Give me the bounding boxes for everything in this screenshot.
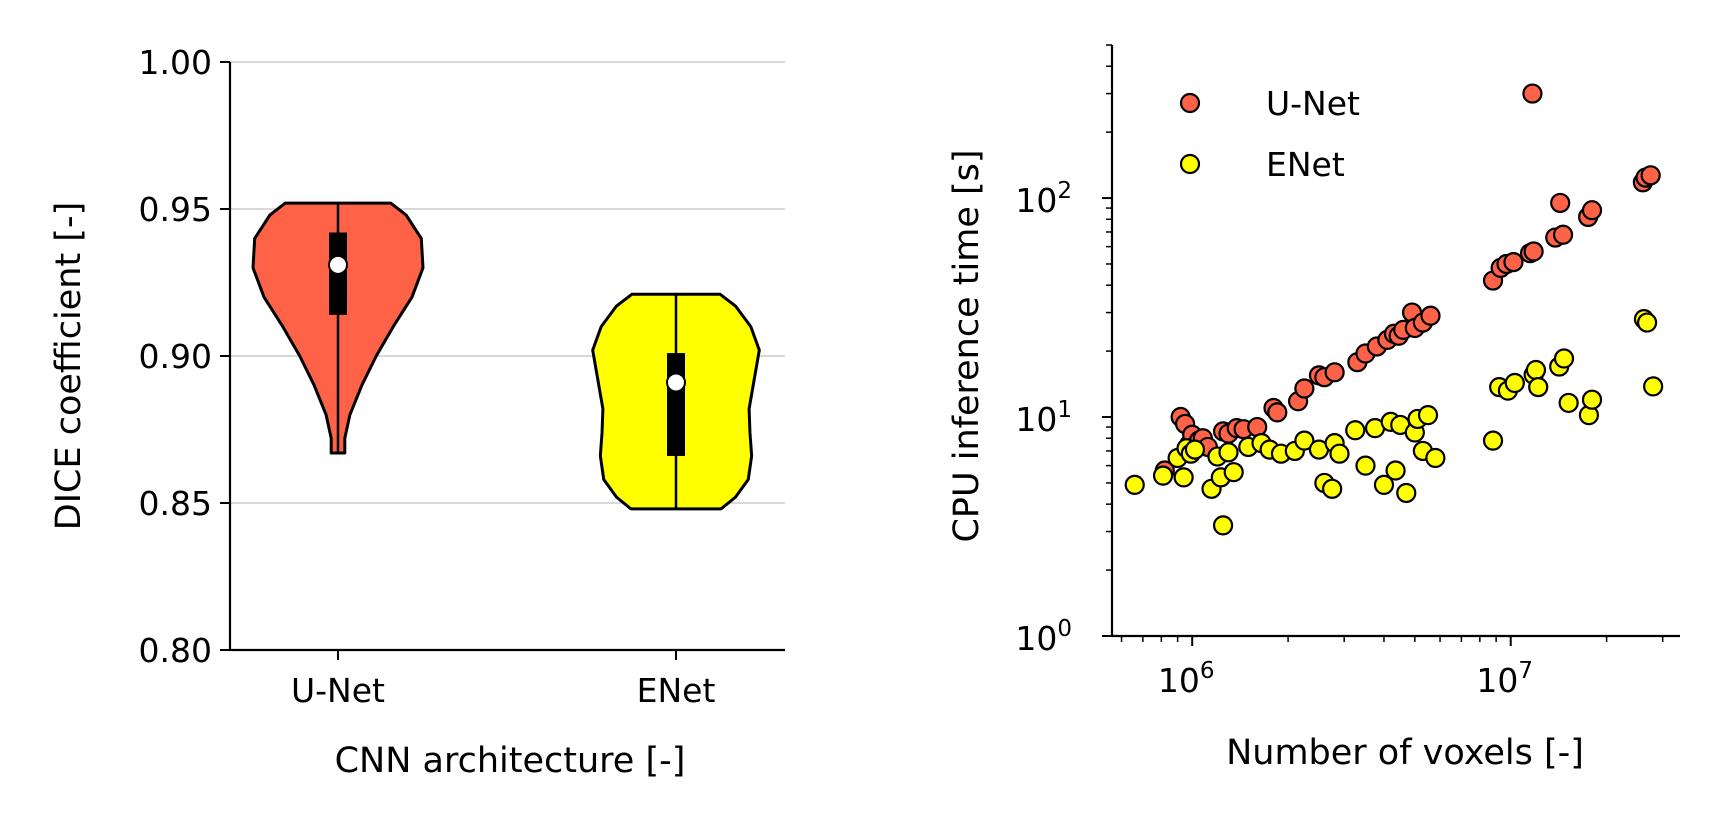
violin-chart: 0.80 0.85 0.90 0.95 1.00 U-Net ENet CNN archit… xyxy=(49,43,785,781)
scatter-point-u-net xyxy=(1294,378,1315,399)
scatter-point-enet xyxy=(1553,348,1575,369)
scatter-x-axis-label: Number of voxels [-] xyxy=(1226,733,1584,773)
violin-y-tick-label: 1.00 xyxy=(139,43,212,82)
violin-bodies xyxy=(251,201,761,511)
scatter-point-enet xyxy=(1329,443,1350,464)
scatter-point-enet xyxy=(1173,467,1194,488)
scatter-point-enet xyxy=(1212,515,1234,536)
legend-label: ENet xyxy=(1266,145,1345,184)
violin-iqr-box xyxy=(667,353,685,456)
legend-marker xyxy=(1179,92,1201,114)
scatter-point-u-net xyxy=(1581,200,1603,221)
violin-y-axis-label: DICE coefficient [-] xyxy=(49,202,89,530)
scatter-point-u-net xyxy=(1503,251,1524,273)
scatter-point-enet xyxy=(1152,465,1174,486)
scatter-point-u-net xyxy=(1267,402,1288,423)
scatter-point-u-net xyxy=(1523,241,1544,262)
scatter-points xyxy=(1124,83,1664,536)
violin-y-tick-label: 0.90 xyxy=(139,337,212,376)
violin-ticks: 0.80 0.85 0.90 0.95 1.00 U-Net ENet xyxy=(139,43,716,710)
scatter-point-enet xyxy=(1636,312,1658,333)
scatter-point-enet xyxy=(1373,474,1395,495)
violin-y-tick-label: 0.85 xyxy=(139,484,212,523)
violin-median-marker xyxy=(666,372,686,393)
scatter-point-u-net xyxy=(1522,83,1543,104)
scatter-point-u-net xyxy=(1324,362,1345,383)
scatter-x-tick-label: 107 xyxy=(1476,658,1533,700)
scatter-point-enet xyxy=(1396,482,1417,504)
scatter-point-enet xyxy=(1124,474,1145,495)
scatter-point-enet xyxy=(1417,405,1439,426)
scatter-point-u-net xyxy=(1420,305,1441,326)
scatter-point-enet xyxy=(1558,392,1579,414)
scatter-point-enet xyxy=(1322,478,1343,499)
scatter-point-enet xyxy=(1184,439,1206,460)
scatter-y-tick-label: 101 xyxy=(1015,397,1072,439)
scatter-legend: U-Net ENet xyxy=(1179,84,1360,184)
scatter-point-enet xyxy=(1385,460,1406,481)
legend-marker xyxy=(1179,153,1201,175)
violin-y-tick-label: 0.80 xyxy=(139,631,212,670)
legend-label: U-Net xyxy=(1266,84,1360,123)
scatter-chart: 106 107 100 101 102 U-Net ENet Number of voxe… xyxy=(947,44,1680,773)
scatter-point-enet xyxy=(1525,359,1547,381)
violin-x-axis-label: CNN architecture [-] xyxy=(335,741,686,781)
violin-x-tick-label: ENet xyxy=(637,671,716,710)
scatter-ticks: 106 107 100 101 102 xyxy=(1015,44,1664,700)
scatter-point-enet xyxy=(1355,455,1376,476)
scatter-point-enet xyxy=(1581,389,1603,410)
scatter-point-enet xyxy=(1345,420,1366,441)
scatter-x-tick-label: 106 xyxy=(1158,658,1215,700)
scatter-point-enet xyxy=(1482,430,1504,451)
scatter-point-u-net xyxy=(1552,224,1574,245)
scatter-point-u-net xyxy=(1640,165,1661,186)
scatter-point-enet xyxy=(1294,430,1315,451)
scatter-point-u-net xyxy=(1550,192,1571,214)
scatter-axes xyxy=(1110,45,1680,638)
scatter-y-tick-label: 102 xyxy=(1015,178,1072,220)
scatter-point-enet xyxy=(1528,376,1549,398)
violin-median-marker xyxy=(328,254,348,275)
scatter-y-axis-label: CPU inference time [s] xyxy=(947,149,987,542)
scatter-point-enet xyxy=(1425,447,1446,469)
scatter-point-enet xyxy=(1223,462,1244,483)
violin-x-tick-label: U-Net xyxy=(291,671,385,710)
scatter-point-enet xyxy=(1504,372,1525,394)
scatter-point-enet xyxy=(1218,442,1239,463)
scatter-point-enet xyxy=(1643,376,1664,397)
violin-y-tick-label: 0.95 xyxy=(139,190,212,229)
scatter-y-tick-label: 100 xyxy=(1015,616,1072,658)
